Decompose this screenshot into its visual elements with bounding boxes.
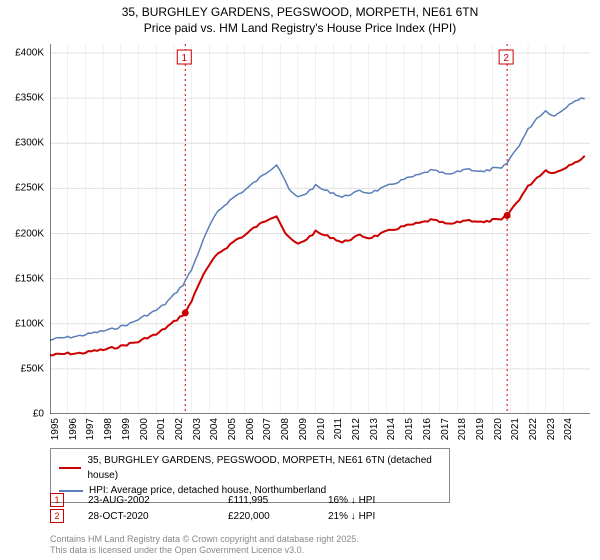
sale-row: 1 23-AUG-2002£111,99516% ↓ HPI: [50, 492, 428, 508]
sale-date: 28-OCT-2020: [88, 511, 228, 522]
sale-pct: 16% ↓ HPI: [328, 495, 428, 506]
legend-row-price-paid: 35, BURGHLEY GARDENS, PEGSWOOD, MORPETH,…: [59, 453, 441, 483]
sales-table: 1 23-AUG-2002£111,99516% ↓ HPI 2 28-OCT-202…: [50, 492, 428, 524]
y-tick: £350K: [15, 93, 44, 104]
x-tick: 2015: [404, 418, 415, 440]
legend-label-price-paid: 35, BURGHLEY GARDENS, PEGSWOOD, MORPETH,…: [87, 453, 441, 483]
x-tick: 2021: [510, 418, 521, 440]
x-tick: 2009: [298, 418, 309, 440]
x-tick: 2000: [139, 418, 150, 440]
x-tick: 1995: [50, 418, 61, 440]
x-tick: 2003: [192, 418, 203, 440]
x-tick: 2019: [475, 418, 486, 440]
svg-text:2: 2: [503, 53, 509, 64]
x-tick: 2014: [386, 418, 397, 440]
y-tick: £250K: [15, 183, 44, 194]
x-tick: 2022: [528, 418, 539, 440]
x-tick: 2006: [245, 418, 256, 440]
y-tick: £200K: [15, 228, 44, 239]
y-tick: £100K: [15, 318, 44, 329]
x-tick: 1999: [121, 418, 132, 440]
x-tick: 2011: [333, 418, 344, 440]
x-tick: 2016: [422, 418, 433, 440]
x-tick: 2017: [440, 418, 451, 440]
plot-area: 12: [50, 44, 590, 414]
svg-text:1: 1: [181, 53, 187, 64]
x-tick: 2007: [262, 418, 273, 440]
footer: Contains HM Land Registry data © Crown c…: [50, 534, 359, 557]
chart-container: 35, BURGHLEY GARDENS, PEGSWOOD, MORPETH,…: [0, 0, 600, 560]
x-tick: 2010: [316, 418, 327, 440]
x-tick: 2001: [156, 418, 167, 440]
footer-line-2: This data is licensed under the Open Gov…: [50, 545, 359, 556]
sale-marker: 2: [50, 509, 64, 523]
y-tick: £50K: [21, 363, 44, 374]
sale-pct: 21% ↓ HPI: [328, 511, 428, 522]
x-axis: 1995 1996 1997 1998 1999 2000 2001 2002 2003 2004…: [50, 414, 590, 446]
sale-price: £111,995: [228, 495, 328, 506]
x-tick: 2008: [280, 418, 291, 440]
x-tick: 1996: [68, 418, 79, 440]
title-line-2: Price paid vs. HM Land Registry's House …: [0, 20, 600, 36]
chart-svg: 12: [50, 44, 590, 414]
sale-price: £220,000: [228, 511, 328, 522]
chart-title: 35, BURGHLEY GARDENS, PEGSWOOD, MORPETH,…: [0, 0, 600, 36]
x-tick: 2024: [563, 418, 574, 440]
sale-date: 23-AUG-2002: [88, 495, 228, 506]
x-tick: 1998: [103, 418, 114, 440]
x-tick: 2020: [493, 418, 504, 440]
legend-swatch-price-paid: [59, 467, 81, 469]
x-tick: 2018: [457, 418, 468, 440]
x-tick: 1997: [85, 418, 96, 440]
x-tick: 2013: [369, 418, 380, 440]
x-tick: 2023: [546, 418, 557, 440]
y-tick: £0: [33, 409, 44, 420]
title-line-1: 35, BURGHLEY GARDENS, PEGSWOOD, MORPETH,…: [0, 4, 600, 20]
x-tick: 2004: [209, 418, 220, 440]
y-tick: £300K: [15, 138, 44, 149]
y-tick: £400K: [15, 48, 44, 59]
y-axis: £0£50K£100K£150K£200K£250K£300K£350K£400…: [0, 44, 48, 414]
x-tick: 2005: [227, 418, 238, 440]
y-tick: £150K: [15, 273, 44, 284]
sale-marker: 1: [50, 493, 64, 507]
x-tick: 2002: [174, 418, 185, 440]
sale-row: 2 28-OCT-2020£220,00021% ↓ HPI: [50, 508, 428, 524]
footer-line-1: Contains HM Land Registry data © Crown c…: [50, 534, 359, 545]
x-tick: 2012: [351, 418, 362, 440]
